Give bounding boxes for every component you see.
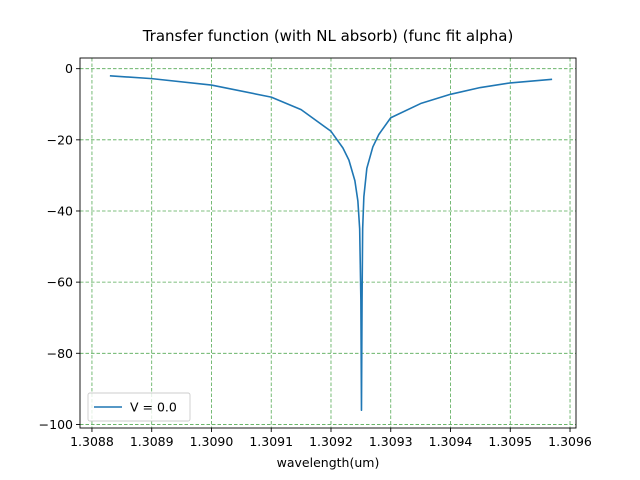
- legend-box: [87, 392, 191, 422]
- series-layer: [109, 74, 553, 412]
- x-tick-label: 1.3089: [130, 434, 174, 449]
- legend-label: V = 0.0: [130, 400, 177, 415]
- x-tick-label: 1.3096: [548, 434, 592, 449]
- axes-frame: [79, 57, 577, 429]
- y-tick-label: −20: [47, 132, 73, 147]
- x-axis-ticks: 1.3088 1.3089 1.3090 1.3091 1.3092 1.3093 1.30…: [70, 428, 592, 449]
- y-tick-label: −40: [47, 203, 73, 218]
- y-axis-ticks: 0 −20 −40 −60 −80 −100: [39, 61, 80, 432]
- y-tick-label: −100: [39, 417, 73, 432]
- x-tick-label: 1.3088: [70, 434, 114, 449]
- x-tick-label: 1.3093: [369, 434, 413, 449]
- x-tick-label: 1.3094: [429, 434, 473, 449]
- x-axis-label: wavelength(um): [277, 455, 380, 470]
- legend: V = 0.0: [87, 392, 191, 422]
- grid: [80, 58, 576, 428]
- series-line: [109, 74, 553, 412]
- y-tick-label: −60: [47, 275, 73, 290]
- x-tick-label: 1.3091: [249, 434, 293, 449]
- x-tick-label: 1.3095: [488, 434, 532, 449]
- y-tick-label: −80: [47, 346, 73, 361]
- chart-title: Transfer function (with NL absorb) (func…: [142, 27, 514, 45]
- x-tick-label: 1.3090: [190, 434, 234, 449]
- y-tick-label: 0: [65, 61, 73, 76]
- x-tick-label: 1.3092: [309, 434, 353, 449]
